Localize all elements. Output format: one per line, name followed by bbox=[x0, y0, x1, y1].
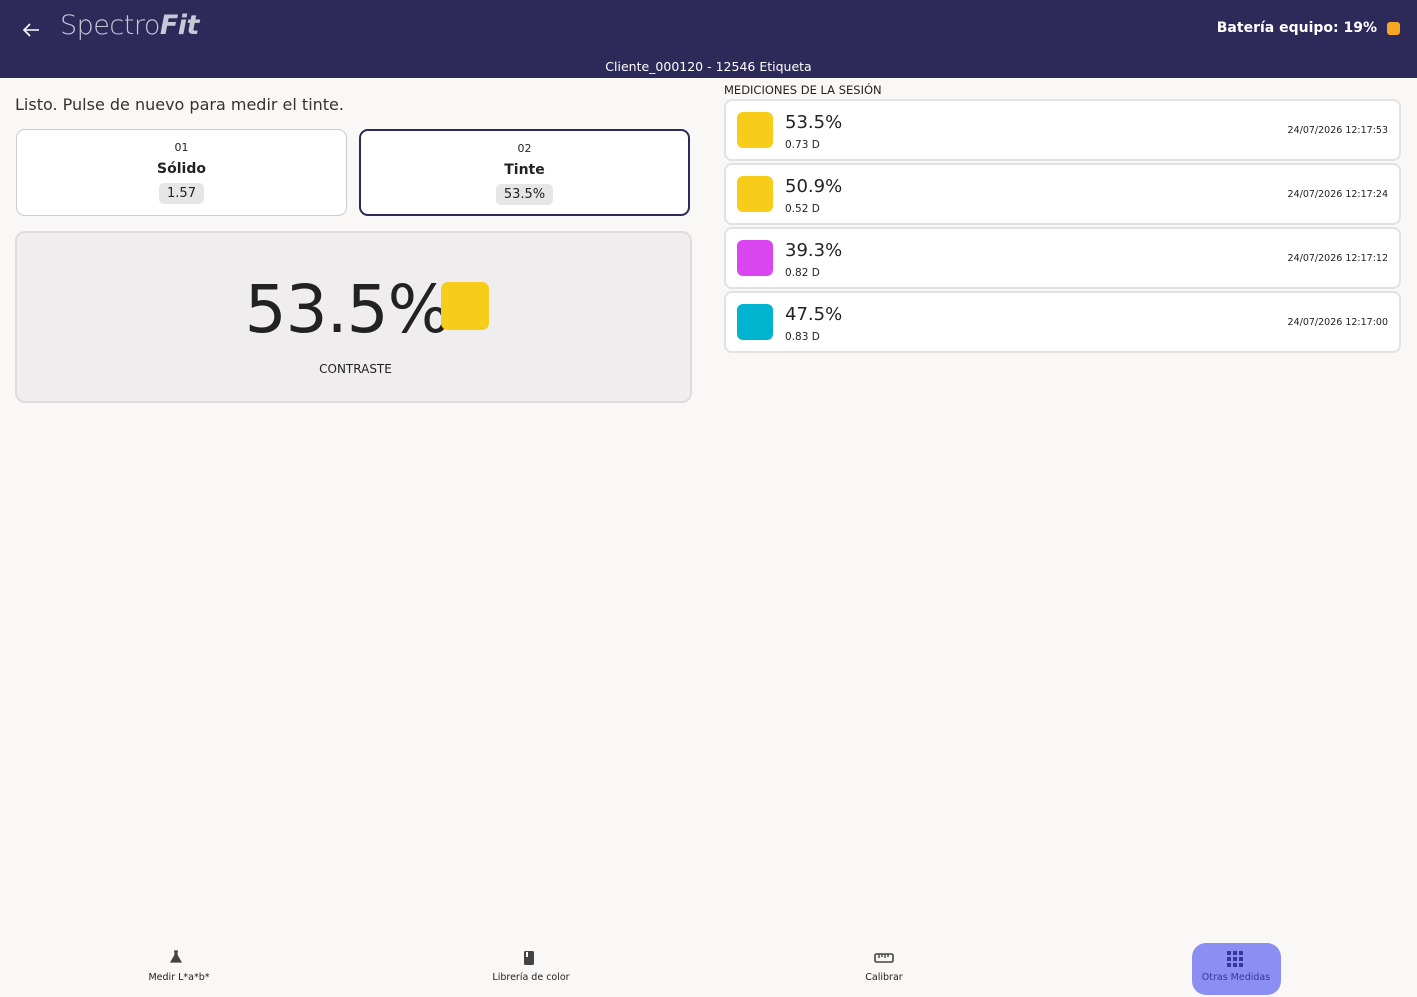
nav-label: Librería de color bbox=[492, 972, 570, 983]
nav-icon bbox=[169, 950, 183, 963]
nav-item[interactable]: Otras Medidas bbox=[1191, 943, 1281, 995]
step-number: 01 bbox=[174, 141, 189, 154]
step-value: 1.57 bbox=[159, 183, 204, 204]
measurement-item[interactable]: 47.5% 0.83 D 24/07/2026 12:17:00 bbox=[724, 291, 1401, 353]
status-message: Listo. Pulse de nuevo para medir el tint… bbox=[15, 95, 344, 114]
nav-item[interactable]: Medir L*a*b* bbox=[135, 943, 224, 995]
measurement-time: 24/07/2026 12:17:12 bbox=[1287, 253, 1388, 264]
top-bar: SpectroFit Batería equipo: 19% Cliente_0… bbox=[0, 0, 1417, 78]
measurement-swatch bbox=[737, 240, 773, 276]
measurement-time: 24/07/2026 12:17:00 bbox=[1287, 317, 1388, 328]
measurement-swatch bbox=[737, 176, 773, 212]
result-value: 53.5% bbox=[244, 271, 451, 348]
measurement-density: 0.73 D bbox=[785, 139, 820, 151]
step-card[interactable]: 02 Tinte 53.5% bbox=[359, 129, 690, 216]
measurement-item[interactable]: 50.9% 0.52 D 24/07/2026 12:17:24 bbox=[724, 163, 1401, 225]
step-value-wrap: 53.5% bbox=[361, 178, 688, 205]
subtitle: Cliente_000120 - 12546 Etiqueta bbox=[605, 59, 812, 74]
measurement-value: 53.5% bbox=[785, 112, 843, 133]
session-title: MEDICIONES DE LA SESIÓN bbox=[724, 83, 882, 97]
step-value-wrap: 1.57 bbox=[17, 177, 346, 204]
measurement-swatch bbox=[737, 112, 773, 148]
logo-bold: Fit bbox=[159, 10, 200, 41]
result-panel: 53.5% CONTRASTE bbox=[15, 231, 692, 403]
back-button[interactable] bbox=[22, 22, 40, 38]
nav-icon bbox=[524, 951, 534, 965]
nav-item[interactable]: Calibrar bbox=[840, 943, 929, 995]
measurement-density: 0.83 D bbox=[785, 331, 820, 343]
measurement-time: 24/07/2026 12:17:53 bbox=[1287, 125, 1388, 136]
result-label: CONTRASTE bbox=[319, 362, 392, 376]
measurement-time: 24/07/2026 12:17:24 bbox=[1287, 189, 1388, 200]
nav-label: Otras Medidas bbox=[1201, 972, 1271, 983]
measurement-item[interactable]: 53.5% 0.73 D 24/07/2026 12:17:53 bbox=[724, 99, 1401, 161]
measurement-value: 47.5% bbox=[785, 304, 843, 325]
measurement-density: 0.52 D bbox=[785, 203, 820, 215]
step-value: 53.5% bbox=[495, 184, 554, 205]
measurement-swatch bbox=[737, 304, 773, 340]
nav-label: Calibrar bbox=[865, 972, 903, 983]
measurement-value: 50.9% bbox=[785, 176, 843, 197]
step-label: Tinte bbox=[504, 162, 545, 178]
battery-indicator bbox=[1387, 22, 1400, 35]
logo-light: Spectro bbox=[60, 10, 160, 41]
step-label: Sólido bbox=[157, 161, 206, 177]
logo: SpectroFit bbox=[60, 10, 199, 41]
step-number: 02 bbox=[517, 142, 532, 155]
measurement-value: 39.3% bbox=[785, 240, 843, 261]
battery-label: Batería equipo: 19% bbox=[1216, 20, 1377, 36]
step-card[interactable]: 01 Sólido 1.57 bbox=[16, 129, 347, 216]
nav-item[interactable]: Librería de color bbox=[487, 943, 576, 995]
measurement-item[interactable]: 39.3% 0.82 D 24/07/2026 12:17:12 bbox=[724, 227, 1401, 289]
nav-label: Medir L*a*b* bbox=[148, 972, 210, 983]
measurement-density: 0.82 D bbox=[785, 267, 820, 279]
result-swatch bbox=[441, 282, 489, 330]
nav-icon bbox=[874, 953, 894, 963]
nav-icon bbox=[1227, 951, 1243, 967]
